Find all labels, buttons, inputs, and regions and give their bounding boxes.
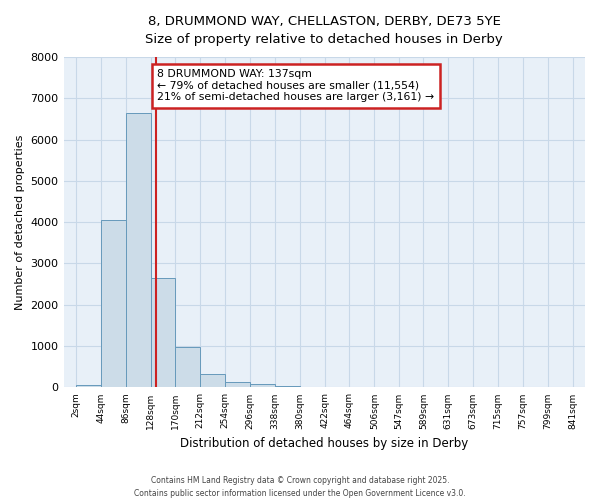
Text: 8 DRUMMOND WAY: 137sqm
← 79% of detached houses are smaller (11,554)
21% of semi: 8 DRUMMOND WAY: 137sqm ← 79% of detached… xyxy=(157,70,434,102)
Title: 8, DRUMMOND WAY, CHELLASTON, DERBY, DE73 5YE
Size of property relative to detach: 8, DRUMMOND WAY, CHELLASTON, DERBY, DE73… xyxy=(145,15,503,46)
Bar xyxy=(275,386,300,388)
X-axis label: Distribution of detached houses by size in Derby: Distribution of detached houses by size … xyxy=(180,437,469,450)
Bar xyxy=(200,374,225,388)
Bar xyxy=(101,220,125,388)
Bar xyxy=(225,382,250,388)
Y-axis label: Number of detached properties: Number of detached properties xyxy=(15,134,25,310)
Bar xyxy=(175,347,200,388)
Bar xyxy=(76,386,101,388)
Bar xyxy=(250,384,275,388)
Bar xyxy=(151,278,175,388)
Bar xyxy=(125,112,151,388)
Text: Contains HM Land Registry data © Crown copyright and database right 2025.
Contai: Contains HM Land Registry data © Crown c… xyxy=(134,476,466,498)
